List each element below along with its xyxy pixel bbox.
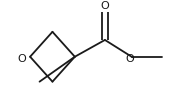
Text: O: O: [125, 54, 134, 64]
Text: O: O: [101, 1, 109, 11]
Text: O: O: [17, 54, 26, 64]
